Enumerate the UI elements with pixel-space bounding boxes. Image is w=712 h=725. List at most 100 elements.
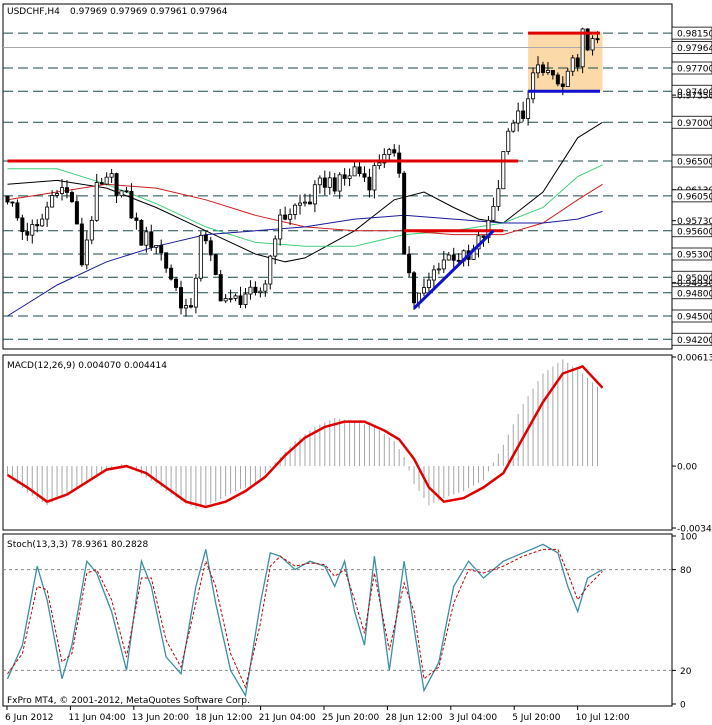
price-tick-label: 0.94500: [677, 313, 712, 323]
candle: [228, 289, 233, 303]
candle-body-down: [134, 217, 139, 221]
candle-body-down: [595, 38, 600, 41]
candle-body-up: [570, 57, 575, 72]
macd-signal-path: [6, 364, 604, 509]
time-tick-label: 18 Jun 12:00: [195, 713, 252, 723]
candle: [278, 209, 283, 246]
candle: [193, 273, 198, 314]
candle: [129, 183, 134, 219]
candle-body-up: [45, 206, 50, 220]
candle: [139, 219, 144, 246]
candle-body-up: [506, 130, 511, 152]
candle-body-down: [560, 83, 565, 87]
price-tick-label: 0.94800: [677, 289, 712, 299]
candle: [263, 279, 268, 297]
candle-body-down: [555, 74, 560, 85]
candle: [431, 265, 436, 289]
candle: [89, 216, 94, 245]
copyright-label: FxPro MT4, © 2001-2012, MetaQuotes Softw…: [7, 696, 250, 706]
candle-body-down: [213, 254, 218, 275]
price-tick-label: 0.97350: [677, 92, 712, 102]
candle: [521, 101, 526, 122]
candle-body-down: [159, 245, 164, 254]
candle: [273, 235, 278, 265]
candle-body-up: [198, 234, 203, 279]
candle-body-down: [169, 267, 174, 280]
price-tag-box: [671, 286, 712, 300]
stoch-panel[interactable]: 100 80 20 0 Stoch(13,3,3) 78.9361 80.2828 F…: [2, 533, 697, 711]
candle-body-up: [531, 72, 536, 100]
candle: [30, 219, 35, 244]
price-tick-label: 0.98150: [677, 30, 712, 40]
candle-body-up: [293, 204, 298, 215]
support-resistance-lines: [7, 31, 600, 310]
macd-panel-frame: [2, 354, 673, 531]
candle-body-down: [367, 176, 372, 191]
candle-body-up: [382, 154, 387, 164]
candle: [64, 180, 69, 199]
candle: [79, 217, 84, 267]
candle-body-down: [64, 187, 69, 193]
price-tag-box: [671, 84, 712, 98]
candle-body-up: [312, 184, 317, 205]
candle-body-down: [174, 278, 179, 288]
stoch-axis: 100 80 20 0: [672, 533, 697, 711]
candle: [20, 214, 25, 241]
candle-body-down: [203, 234, 208, 242]
candle-body-down: [362, 173, 367, 178]
candle-body-down: [129, 190, 134, 219]
candle: [74, 194, 79, 225]
candle: [283, 206, 288, 221]
macd-tick-label: 0.00613: [677, 354, 712, 364]
candle-body-up: [446, 254, 451, 261]
candle-body-up: [387, 149, 392, 155]
candle-body-up: [60, 187, 65, 194]
candle: [446, 251, 451, 261]
candle-body-down: [20, 217, 25, 233]
candle-body-down: [188, 305, 193, 308]
candle-body-up: [526, 98, 531, 119]
macd-axis: 0.00613 0.00 -0.00348: [672, 354, 712, 535]
candlesticks: [5, 27, 600, 317]
time-tick-label: 21 Jun 04:00: [259, 713, 316, 723]
candle: [183, 298, 188, 317]
candle: [298, 194, 303, 215]
candle-body-down: [114, 173, 119, 197]
candle-body-down: [25, 231, 30, 236]
stoch-signal-line: [7, 548, 603, 689]
candle: [55, 190, 60, 199]
candle-body-down: [342, 174, 347, 179]
candle: [104, 172, 109, 186]
price-tick-label: 0.95300: [677, 251, 712, 261]
price-tag-box: [671, 309, 712, 323]
candle-body-up: [421, 287, 426, 294]
candle-body-down: [15, 202, 20, 219]
candle-body-down: [124, 190, 129, 193]
candle-body-down: [208, 240, 213, 256]
candle-body-down: [307, 201, 312, 205]
candle-body-up: [337, 174, 342, 192]
price-tag-box: [671, 115, 712, 129]
candle-body-up: [94, 182, 99, 221]
macd-panel[interactable]: 0.00613 0.00 -0.00348 MACD(12,26,9) 0.0040…: [2, 354, 712, 535]
candle-body-down: [164, 252, 169, 269]
candle-body-up: [248, 286, 253, 295]
stoch-title: Stoch(13,3,3) 78.9361 80.2828: [7, 540, 148, 550]
symbol-label: USDCHF,H4: [7, 7, 60, 17]
price-tick-label: 0.97400: [677, 88, 712, 98]
candle: [258, 287, 263, 298]
candle: [516, 102, 521, 132]
candle: [45, 201, 50, 227]
candle: [253, 281, 258, 296]
candle: [293, 203, 298, 220]
candle-body-down: [322, 177, 327, 188]
candle: [124, 186, 129, 193]
candle-body-down: [585, 28, 590, 51]
candle: [352, 161, 357, 177]
candle: [426, 272, 431, 294]
candle-body-down: [5, 195, 10, 203]
price-tick-label: 0.97000: [677, 119, 712, 129]
candle: [337, 172, 342, 199]
